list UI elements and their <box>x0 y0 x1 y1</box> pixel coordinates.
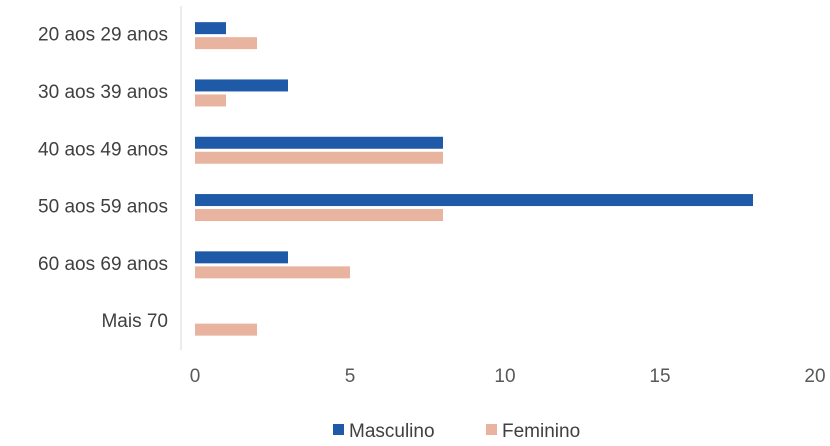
legend-swatch-feminino <box>486 424 497 435</box>
bar-masculino <box>195 251 288 264</box>
x-tick-label: 10 <box>494 366 515 387</box>
category-label: 40 aos 49 anos <box>38 139 168 160</box>
legend: Masculino Feminino <box>333 421 580 442</box>
bar-feminino <box>195 266 350 279</box>
x-axis-ticks: 0 5 10 15 20 <box>190 366 826 387</box>
bar-feminino <box>195 323 257 336</box>
bar-masculino <box>195 79 288 92</box>
category-label: 20 aos 29 anos <box>38 25 168 46</box>
legend-label-feminino: Feminino <box>502 421 580 442</box>
bars <box>195 22 753 336</box>
category-labels: 20 aos 29 anos 30 aos 39 anos 40 aos 49 an… <box>38 25 168 332</box>
x-tick-label: 0 <box>190 366 201 387</box>
bar-feminino <box>195 37 257 50</box>
legend-swatch-masculino <box>333 424 344 435</box>
x-tick-label: 5 <box>345 366 356 387</box>
bar-feminino <box>195 151 443 164</box>
x-tick-label: 15 <box>649 366 670 387</box>
bar-feminino <box>195 209 443 222</box>
legend-label-masculino: Masculino <box>349 421 435 442</box>
x-tick-label: 20 <box>804 366 825 387</box>
category-label: Mais 70 <box>101 311 168 332</box>
bar-masculino <box>195 194 753 207</box>
category-label: 30 aos 39 anos <box>38 82 168 103</box>
bar-masculino <box>195 136 443 149</box>
bar-masculino <box>195 22 226 35</box>
bar-feminino <box>195 94 226 107</box>
category-label: 60 aos 69 anos <box>38 254 168 275</box>
category-label: 50 aos 59 anos <box>38 197 168 218</box>
